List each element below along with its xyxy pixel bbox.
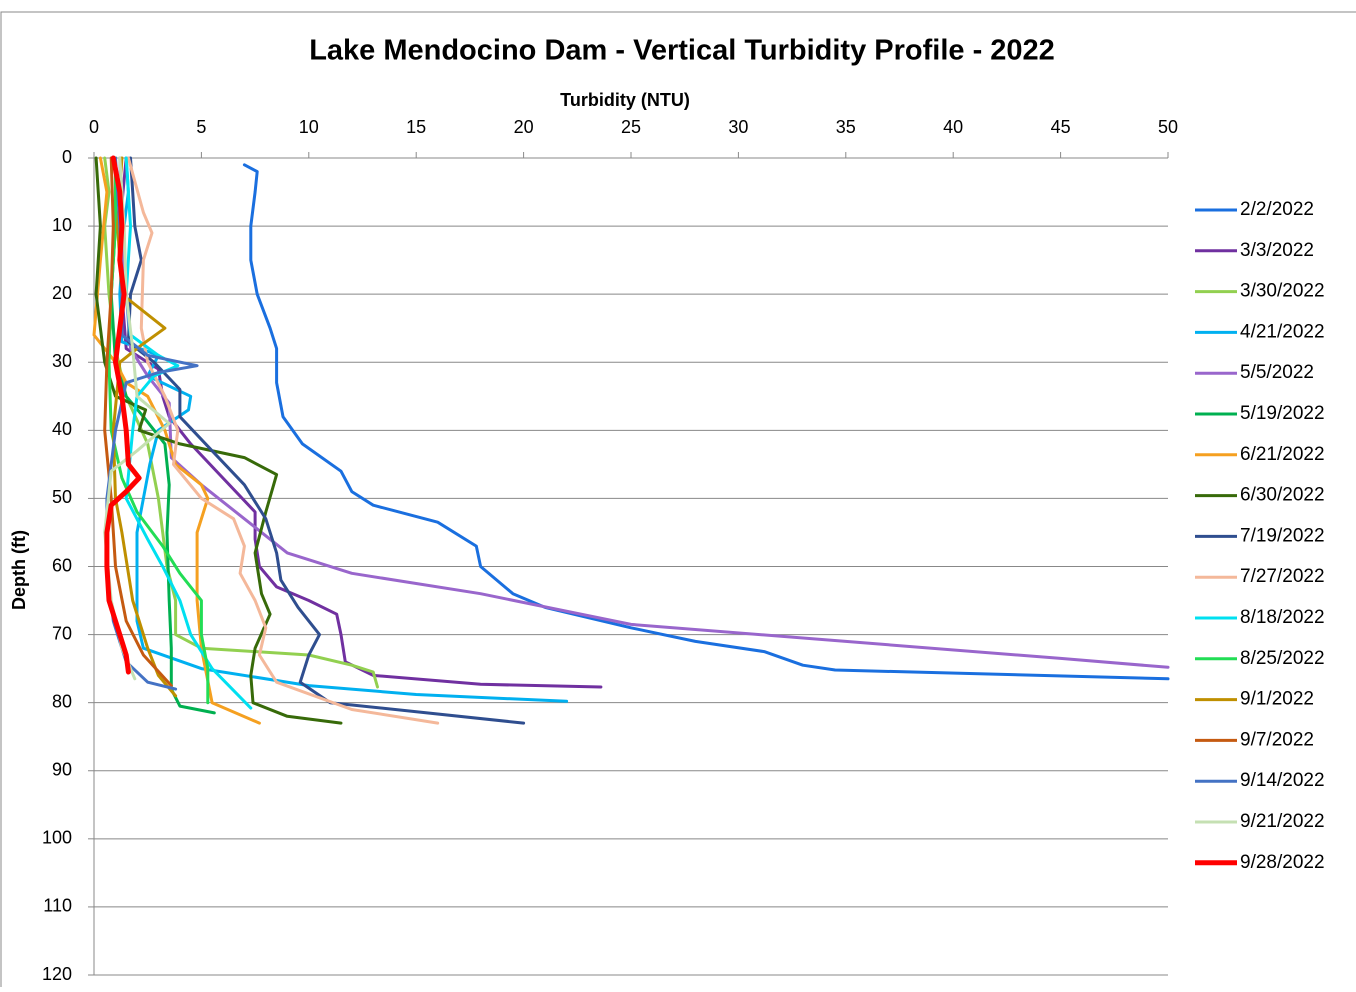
y-tick-label: 90 [52,760,72,780]
y-tick-label: 120 [42,964,72,984]
x-axis-label: Turbidity (NTU) [560,90,690,110]
y-tick-label: 50 [52,487,72,507]
legend-label: 8/18/2022 [1240,607,1325,628]
y-tick-label: 110 [43,896,72,916]
series-line [118,156,569,703]
legend-label: 2/2/2022 [1240,199,1314,220]
legend-label: 9/1/2022 [1240,689,1314,710]
y-tick-label: 80 [52,691,72,711]
series-line [126,156,526,725]
x-tick-label: 35 [836,117,856,137]
x-tick-label: 40 [943,117,963,137]
x-tick-label: 20 [514,117,534,137]
y-tick-label: 40 [52,419,72,439]
series-line [104,155,142,675]
legend-label: 6/21/2022 [1240,444,1325,465]
legend-label: 7/27/2022 [1240,566,1325,587]
legend-label: 8/25/2022 [1240,648,1325,669]
legend-label: 3/3/2022 [1240,240,1314,261]
x-tick-label: 25 [621,117,641,137]
series-line [103,156,173,688]
legend-label: 7/19/2022 [1240,525,1325,546]
series-line [103,156,379,689]
x-tick-label: 30 [728,117,748,137]
series-line [242,163,1170,681]
x-tick-label: 50 [1158,117,1178,137]
x-tick-label: 5 [196,117,206,137]
y-axis-label: Depth (ft) [9,530,29,610]
series-line [126,156,440,725]
chart-frame [0,11,1356,992]
y-tick-label: 70 [52,623,72,643]
y-tick-label: 30 [52,351,72,371]
legend-label: 9/7/2022 [1240,729,1314,750]
legend-label: 5/5/2022 [1240,362,1314,383]
y-tick-label: 100 [42,828,72,848]
y-tick-label: 60 [52,555,72,575]
y-tick-label: 20 [52,283,72,303]
x-tick-label: 15 [406,117,426,137]
y-tick-label: 10 [52,215,72,235]
legend-label: 9/14/2022 [1240,770,1325,791]
x-tick-label: 0 [89,117,99,137]
x-tick-label: 45 [1051,117,1071,137]
legend-label: 9/21/2022 [1240,811,1325,832]
x-tick-label: 10 [299,117,319,137]
legend-label: 9/28/2022 [1240,852,1325,873]
legend-label: 4/21/2022 [1240,321,1325,342]
legend-label: 6/30/2022 [1240,485,1325,506]
chart-title: Lake Mendocino Dam - Vertical Turbidity … [309,35,1055,67]
series-line [94,156,343,725]
legend-label: 3/30/2022 [1240,281,1325,302]
legend-label: 5/19/2022 [1240,403,1325,424]
y-tick-label: 0 [62,147,72,167]
